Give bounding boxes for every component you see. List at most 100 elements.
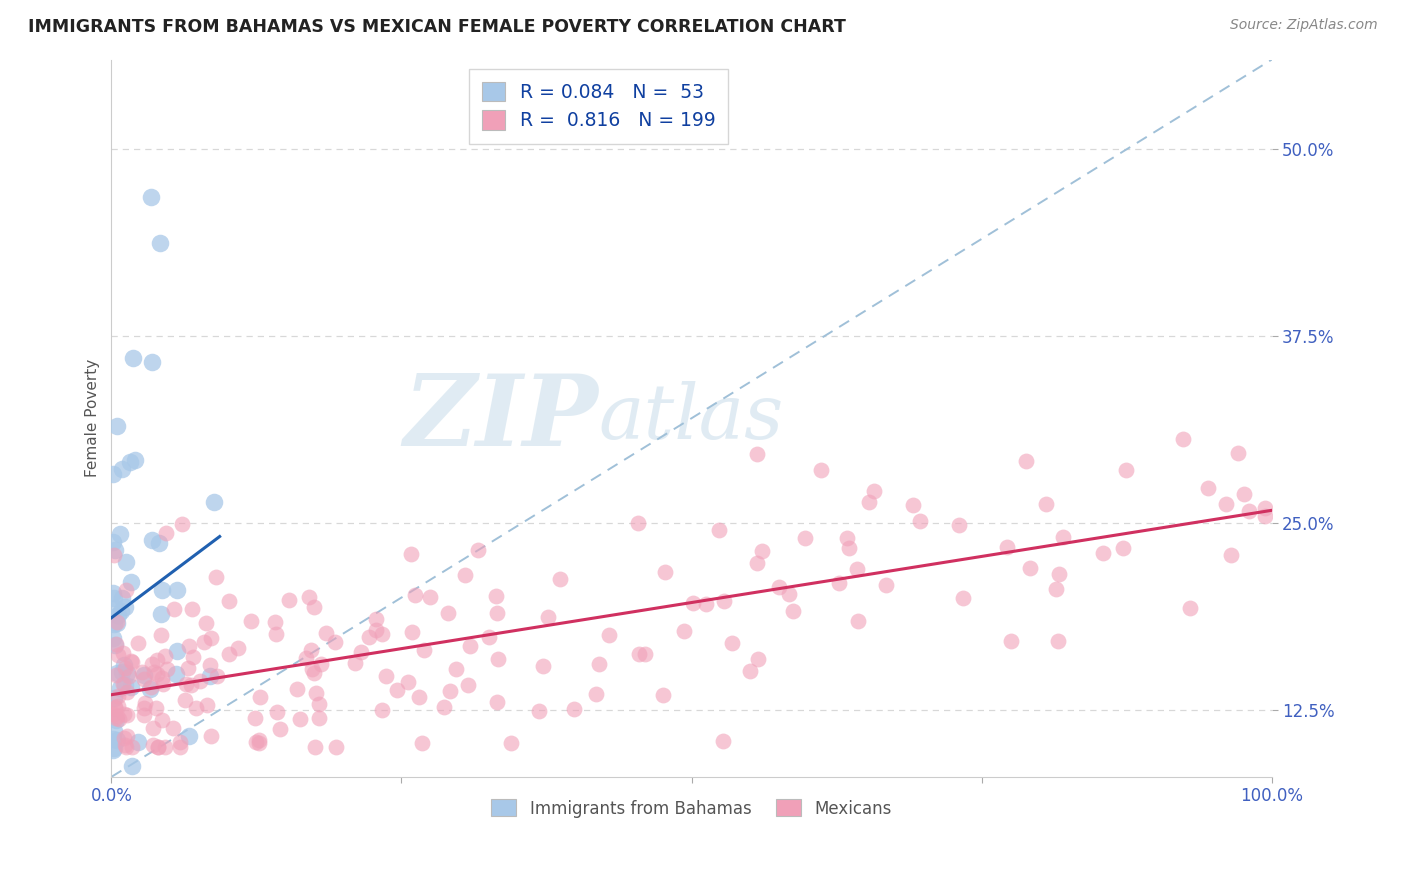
Point (413, 642, 436, 657)
Point (155, 526, 177, 541)
Point (101, 706, 124, 721)
Point (1052, 530, 1074, 544)
Point (145, 701, 167, 715)
Point (134, 696, 156, 710)
Point (114, 555, 136, 569)
Point (768, 580, 790, 594)
Point (537, 609, 560, 624)
Point (218, 593, 240, 607)
Point (858, 495, 880, 509)
Point (295, 651, 318, 665)
Point (218, 647, 240, 661)
Point (112, 657, 135, 672)
Y-axis label: Female Poverty: Female Poverty (86, 359, 100, 477)
Point (485, 606, 508, 620)
Point (404, 588, 426, 602)
Point (107, 648, 129, 662)
Point (485, 589, 508, 603)
Point (177, 661, 200, 675)
Point (153, 739, 176, 754)
Point (184, 700, 207, 714)
Point (439, 684, 461, 698)
Point (654, 565, 676, 579)
Point (682, 596, 704, 610)
Point (149, 236, 172, 251)
Point (139, 682, 162, 697)
Point (124, 453, 146, 467)
Point (302, 600, 325, 615)
Point (146, 739, 169, 754)
Point (486, 652, 509, 666)
Point (198, 668, 221, 682)
Point (1035, 497, 1057, 511)
Point (101, 743, 124, 757)
Point (166, 643, 188, 657)
Point (169, 739, 191, 754)
Point (108, 681, 131, 695)
Point (120, 654, 142, 668)
Point (301, 662, 323, 676)
Point (169, 735, 191, 749)
Point (105, 710, 128, 724)
Point (108, 712, 131, 726)
Point (371, 703, 394, 717)
Point (101, 586, 124, 600)
Point (107, 607, 129, 622)
Point (401, 625, 423, 640)
Point (1111, 541, 1133, 556)
Point (146, 667, 169, 681)
Point (458, 639, 481, 653)
Point (875, 578, 897, 592)
Point (101, 731, 124, 746)
Point (170, 516, 193, 531)
Point (350, 645, 373, 659)
Point (111, 646, 134, 660)
Point (288, 712, 311, 726)
Point (110, 604, 132, 618)
Point (153, 648, 176, 663)
Point (325, 739, 347, 754)
Point (121, 351, 143, 366)
Point (1115, 462, 1137, 476)
Point (105, 615, 128, 630)
Point (141, 657, 163, 671)
Point (112, 677, 135, 691)
Point (695, 597, 717, 611)
Point (366, 624, 388, 638)
Point (132, 668, 155, 682)
Point (713, 594, 735, 608)
Point (180, 602, 202, 616)
Point (531, 659, 554, 673)
Point (150, 671, 173, 685)
Point (204, 495, 226, 509)
Point (309, 657, 332, 671)
Point (948, 517, 970, 532)
Point (308, 697, 330, 711)
Point (364, 611, 387, 625)
Point (112, 706, 135, 721)
Point (121, 739, 143, 754)
Point (652, 688, 675, 702)
Point (419, 590, 441, 604)
Point (103, 691, 125, 706)
Point (110, 461, 132, 475)
Point (103, 549, 125, 563)
Point (285, 681, 308, 696)
Point (177, 729, 200, 743)
Point (120, 680, 142, 694)
Point (148, 536, 170, 550)
Point (131, 665, 153, 680)
Point (139, 190, 162, 204)
Point (141, 355, 163, 369)
Point (108, 526, 131, 541)
Point (628, 647, 651, 661)
Point (193, 635, 215, 649)
Point (344, 656, 367, 670)
Point (104, 638, 127, 652)
Point (115, 708, 138, 723)
Point (1171, 432, 1194, 446)
Point (152, 677, 174, 691)
Point (721, 636, 744, 650)
Point (396, 675, 419, 690)
Point (141, 533, 163, 547)
